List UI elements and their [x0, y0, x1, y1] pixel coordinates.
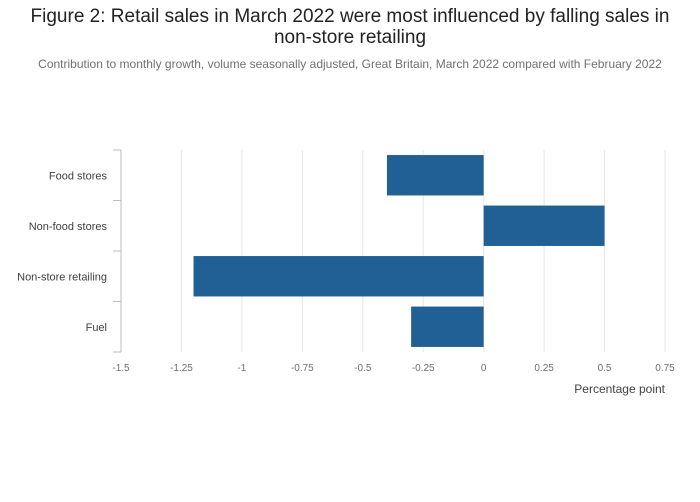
x-tick-label: -1.25 — [170, 363, 193, 374]
chart-subtitle: Contribution to monthly growth, volume s… — [38, 57, 662, 71]
category-label: Food stores — [49, 170, 108, 182]
bar — [193, 256, 484, 297]
chart-title: Figure 2: Retail sales in March 2022 wer… — [30, 6, 670, 48]
x-tick-label: 0.75 — [655, 363, 675, 374]
category-label: Non-store retailing — [17, 271, 107, 283]
x-tick-label: -1.5 — [112, 363, 130, 374]
x-tick-label: 0 — [481, 363, 487, 374]
x-tick-label: -0.75 — [291, 363, 314, 374]
x-tick-label: 0.5 — [598, 363, 612, 374]
bar — [411, 306, 484, 347]
x-axis-title: Percentage point — [574, 382, 665, 396]
x-tick-label: -0.25 — [412, 363, 435, 374]
bar — [483, 205, 605, 246]
category-label: Non-food stores — [29, 221, 108, 233]
x-tick-label: -0.5 — [354, 363, 372, 374]
bar — [386, 155, 484, 196]
x-tick-label: 0.25 — [534, 363, 554, 374]
category-label: Fuel — [86, 322, 107, 334]
x-tick-label: -1 — [237, 363, 246, 374]
